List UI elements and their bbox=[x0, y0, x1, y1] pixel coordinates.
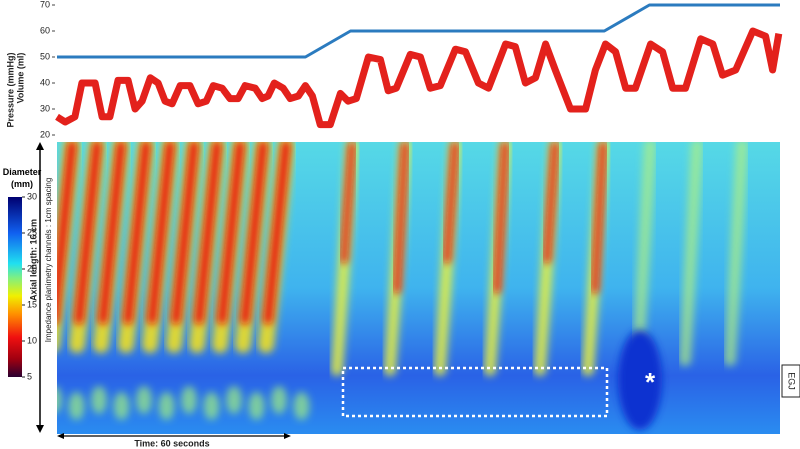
stripe bbox=[443, 142, 459, 264]
stripe bbox=[123, 142, 151, 325]
blob bbox=[293, 392, 310, 420]
colorbar-tick-label: 20 bbox=[27, 263, 37, 273]
blob bbox=[226, 386, 242, 414]
axial-label: Axial length: 16 cm bbox=[28, 219, 38, 301]
highlight-box bbox=[341, 366, 609, 418]
stripe bbox=[217, 142, 245, 325]
stripe bbox=[679, 142, 703, 366]
series-line bbox=[55, 27, 783, 129]
blob bbox=[57, 387, 62, 413]
y-tick-label: 40 bbox=[40, 77, 50, 87]
blob bbox=[113, 392, 130, 420]
stripe bbox=[74, 142, 102, 325]
asterisk: * bbox=[645, 367, 656, 397]
heatmap bbox=[57, 142, 780, 434]
colorbar-tick-label: 30 bbox=[27, 191, 37, 201]
stripe bbox=[591, 142, 607, 294]
stripe bbox=[543, 142, 559, 264]
y-tick-label: 60 bbox=[40, 25, 50, 35]
colorbar-title: Diameter (mm) bbox=[2, 167, 42, 189]
colorbar-tick-label: 10 bbox=[27, 335, 37, 345]
blob bbox=[271, 386, 287, 414]
blob bbox=[136, 386, 152, 414]
egj-box bbox=[781, 364, 800, 398]
stripe bbox=[57, 142, 77, 324]
y-tick-label: 30 bbox=[40, 103, 50, 113]
egj-label: EGJ bbox=[787, 372, 797, 390]
colorbar bbox=[8, 197, 22, 377]
legend-label: Pressure (mmHg) bbox=[5, 52, 15, 127]
stripe bbox=[194, 142, 222, 325]
colorbar-tick-label: 25 bbox=[27, 227, 37, 237]
blob bbox=[158, 392, 175, 420]
blob bbox=[68, 392, 85, 420]
blob bbox=[91, 386, 107, 414]
stripe bbox=[493, 142, 509, 294]
y-tick-label: 20 bbox=[40, 129, 50, 139]
blob bbox=[203, 392, 220, 420]
stripe bbox=[147, 142, 175, 325]
stripe bbox=[340, 142, 356, 264]
stripe bbox=[240, 142, 268, 325]
y-tick-label: 70 bbox=[40, 0, 50, 9]
stripe bbox=[724, 142, 748, 366]
y-tick-label: 50 bbox=[40, 51, 50, 61]
time-label: Time: 60 seconds bbox=[134, 438, 209, 448]
legend-label: Volume (ml) bbox=[15, 53, 25, 104]
stripe bbox=[171, 142, 199, 325]
colorbar-tick-label: 15 bbox=[27, 299, 37, 309]
series-line bbox=[57, 3, 780, 59]
stripe bbox=[263, 142, 291, 325]
dark-blob bbox=[618, 330, 662, 430]
stripe bbox=[98, 142, 126, 325]
colorbar-tick-label: 5 bbox=[27, 371, 32, 381]
blob bbox=[248, 392, 265, 420]
stripe bbox=[632, 142, 656, 366]
channels-label: Impedance planimetry channels : 1cm spac… bbox=[44, 178, 53, 343]
stripe bbox=[393, 142, 409, 294]
blob bbox=[181, 386, 197, 414]
